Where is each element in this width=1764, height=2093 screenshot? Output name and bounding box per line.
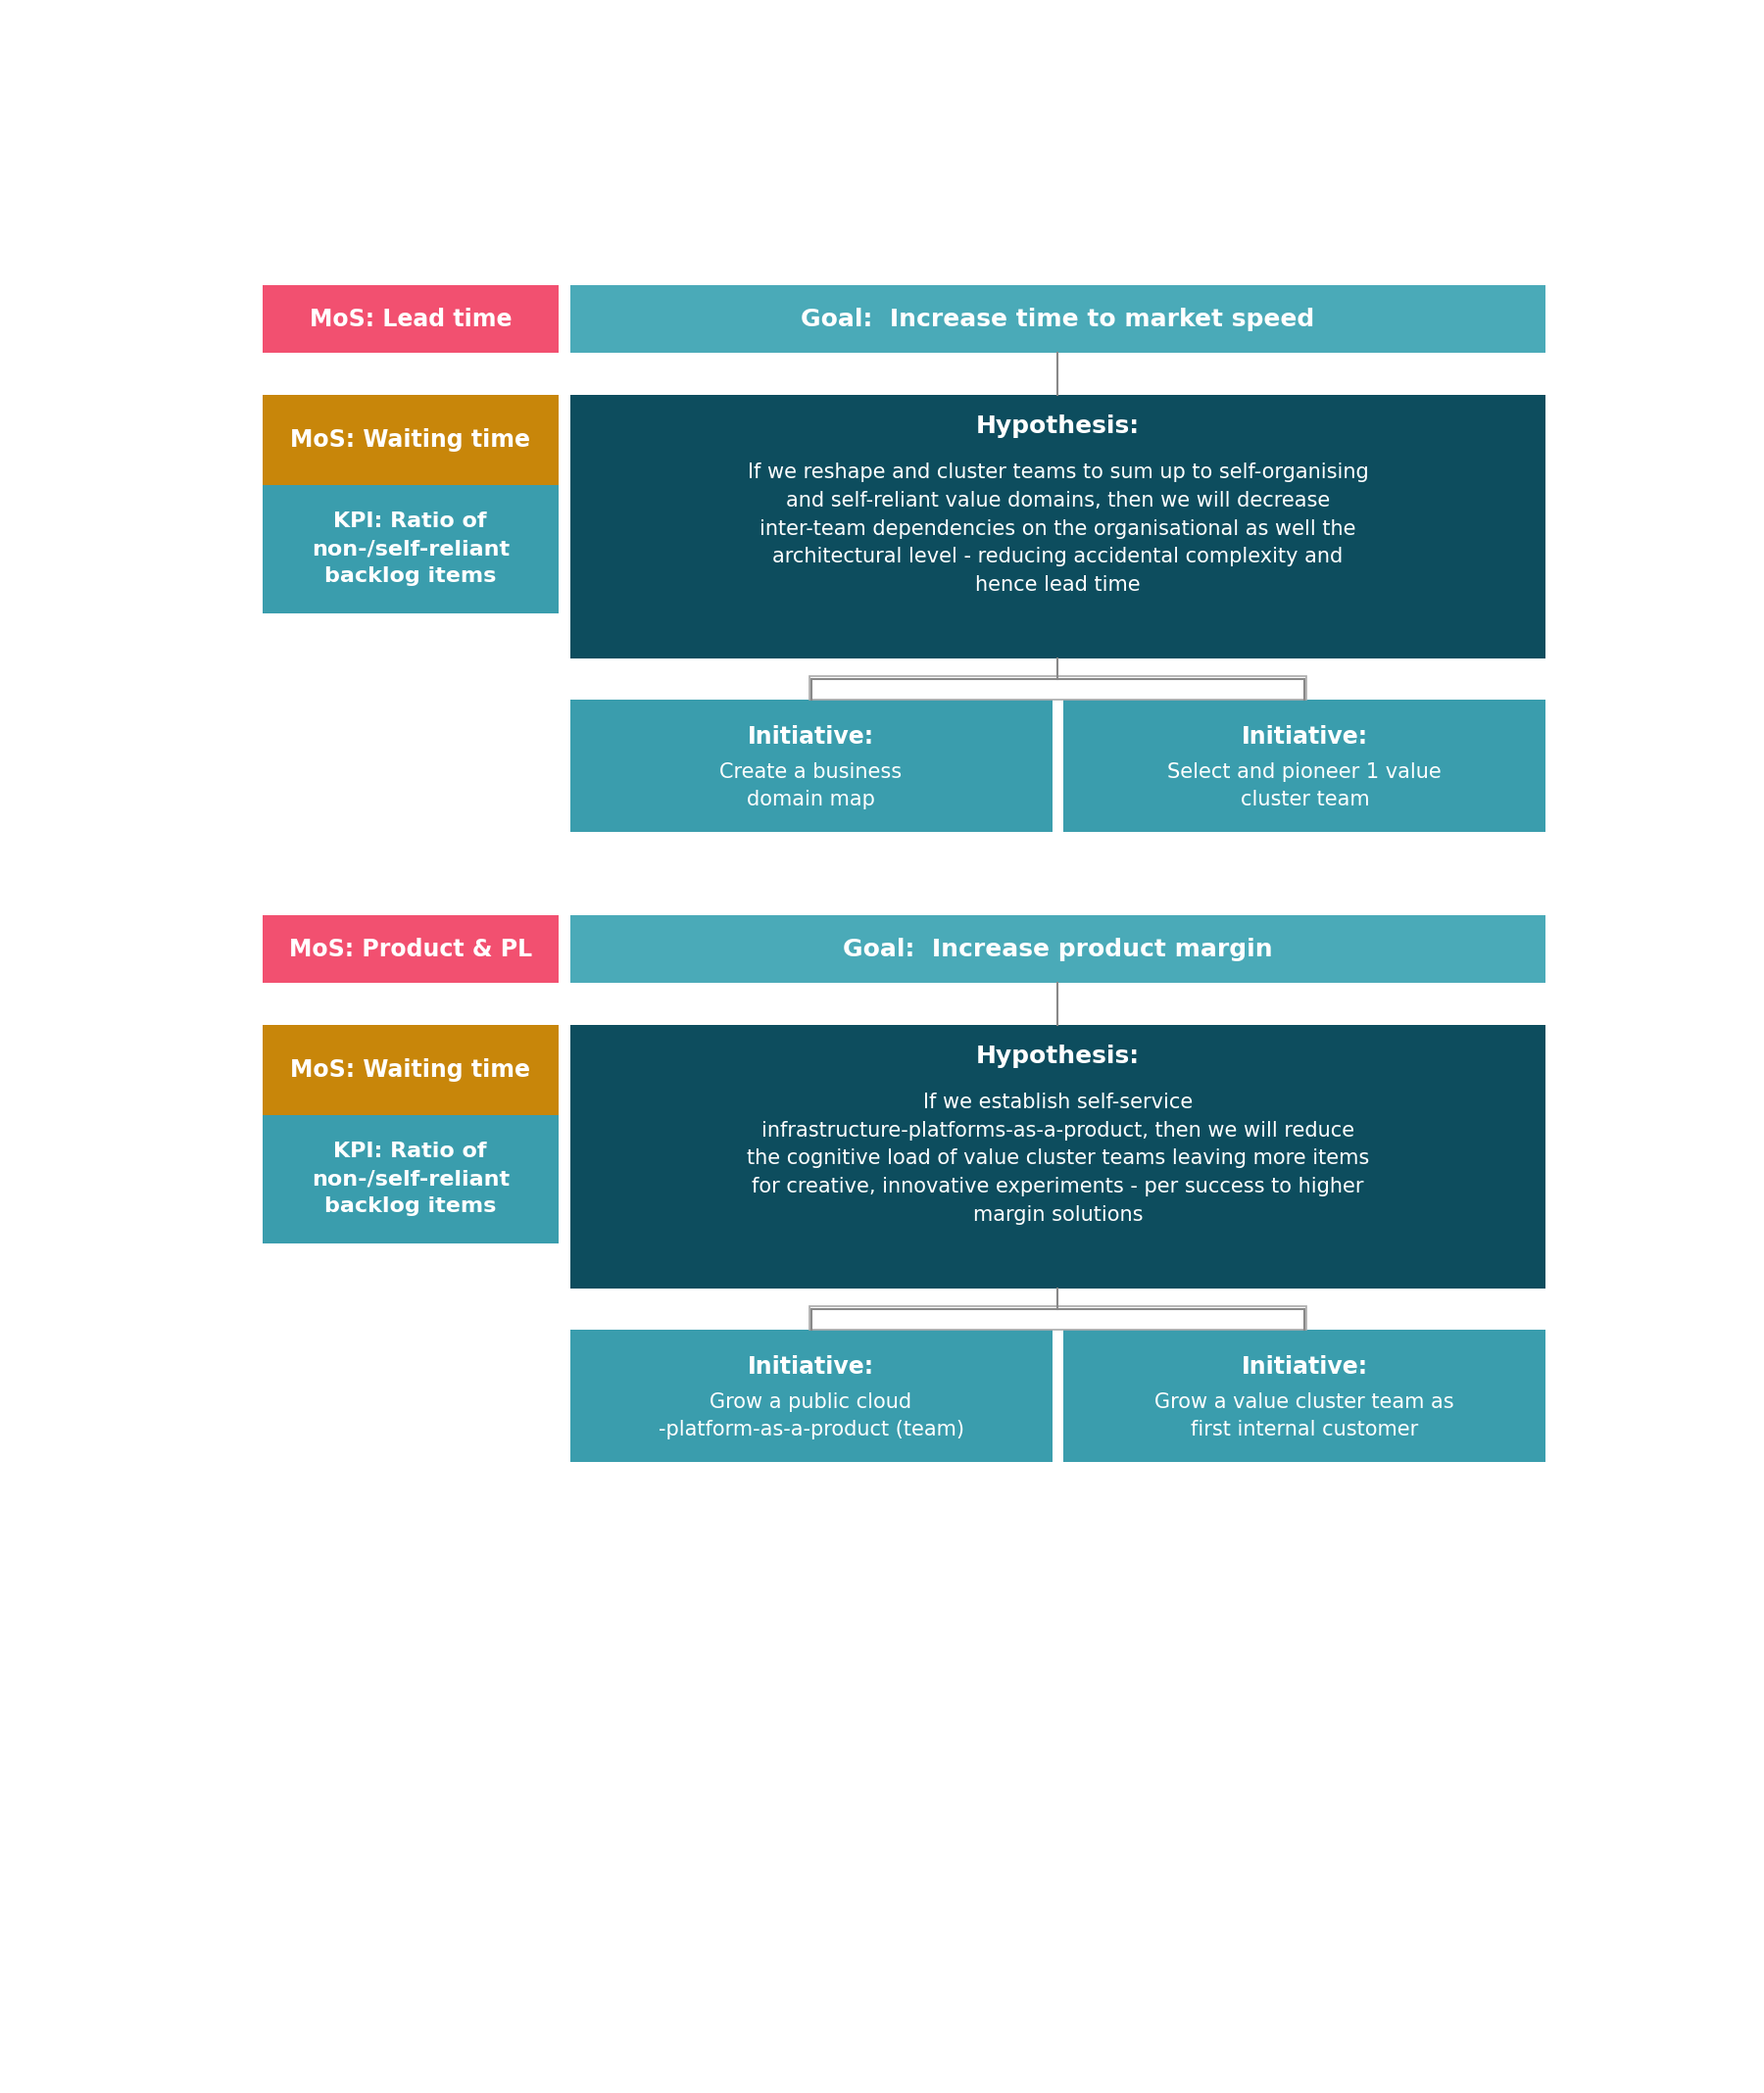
Text: Grow a public cloud
-platform-as-a-product (team): Grow a public cloud -platform-as-a-produ… (658, 1392, 963, 1440)
Text: KPI: Ratio of
non-/self-reliant
backlog items: KPI: Ratio of non-/self-reliant backlog … (310, 1143, 510, 1216)
FancyBboxPatch shape (263, 393, 559, 486)
Text: Initiative:: Initiative: (1242, 1356, 1367, 1379)
FancyBboxPatch shape (570, 915, 1545, 984)
Text: Initiative:: Initiative: (748, 726, 875, 749)
FancyBboxPatch shape (810, 1306, 1305, 1329)
Text: Grow a value cluster team as
first internal customer: Grow a value cluster team as first inter… (1155, 1392, 1455, 1440)
Text: MoS: Lead time: MoS: Lead time (309, 308, 512, 331)
Text: Goal:  Increase product margin: Goal: Increase product margin (843, 938, 1274, 961)
FancyBboxPatch shape (810, 676, 1305, 699)
Text: Create a business
domain map: Create a business domain map (720, 762, 901, 810)
FancyBboxPatch shape (570, 1329, 1051, 1463)
Text: MoS: Product & PL: MoS: Product & PL (289, 938, 533, 961)
FancyBboxPatch shape (570, 393, 1545, 659)
Text: MoS: Waiting time: MoS: Waiting time (291, 429, 531, 452)
Text: If we establish self-service
infrastructure-platforms-as-a-product, then we will: If we establish self-service infrastruct… (746, 1093, 1369, 1224)
FancyBboxPatch shape (1064, 1329, 1545, 1463)
Text: Initiative:: Initiative: (748, 1356, 875, 1379)
Text: Hypothesis:: Hypothesis: (975, 414, 1140, 437)
FancyBboxPatch shape (263, 285, 559, 354)
FancyBboxPatch shape (263, 1116, 559, 1243)
Text: If we reshape and cluster teams to sum up to self-organising
and self-reliant va: If we reshape and cluster teams to sum u… (748, 463, 1369, 594)
FancyBboxPatch shape (1064, 699, 1545, 833)
FancyBboxPatch shape (263, 1023, 559, 1116)
FancyBboxPatch shape (570, 1023, 1545, 1289)
FancyBboxPatch shape (263, 915, 559, 984)
FancyBboxPatch shape (570, 699, 1051, 833)
Text: MoS: Waiting time: MoS: Waiting time (291, 1059, 531, 1082)
FancyBboxPatch shape (263, 486, 559, 613)
Text: Hypothesis:: Hypothesis: (975, 1044, 1140, 1067)
Text: Goal:  Increase time to market speed: Goal: Increase time to market speed (801, 308, 1314, 331)
Text: KPI: Ratio of
non-/self-reliant
backlog items: KPI: Ratio of non-/self-reliant backlog … (310, 513, 510, 586)
FancyBboxPatch shape (570, 285, 1545, 354)
Text: Initiative:: Initiative: (1242, 726, 1367, 749)
Text: Select and pioneer 1 value
cluster team: Select and pioneer 1 value cluster team (1168, 762, 1441, 810)
